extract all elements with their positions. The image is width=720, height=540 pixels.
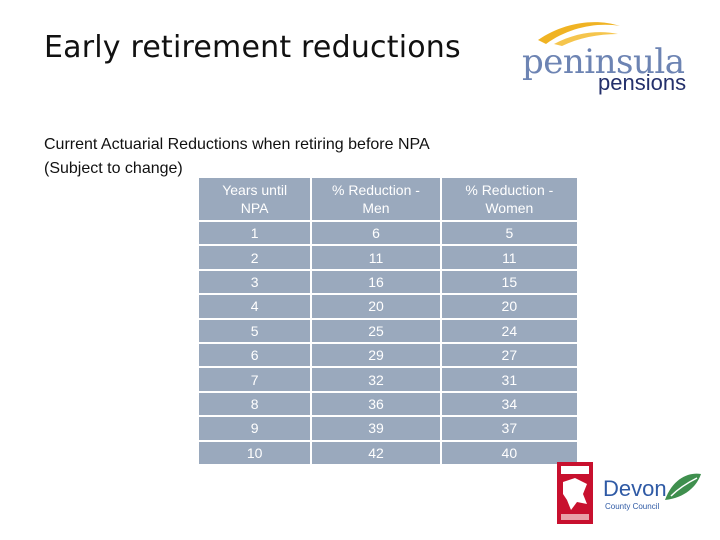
cell-men: 25 — [310, 317, 442, 344]
cell-women: 11 — [439, 244, 580, 271]
table-row: 6 29 27 — [196, 341, 580, 369]
table-row: 5 25 24 — [196, 317, 580, 344]
table-row: 3 16 15 — [196, 268, 580, 296]
swoosh-icon — [538, 22, 620, 46]
reductions-table: Years until NPA % Reduction - Men % Redu… — [196, 176, 580, 466]
cell-women: 37 — [439, 415, 580, 442]
page-title: Early retirement reductions — [44, 30, 461, 65]
cell-women: 20 — [439, 293, 580, 320]
cell-women: 5 — [439, 219, 580, 247]
cell-years: 7 — [196, 366, 313, 393]
peninsula-pensions-logo: peninsula pensions — [520, 18, 700, 98]
cell-years: 5 — [196, 317, 313, 344]
cell-women: 27 — [439, 341, 580, 369]
cell-years: 4 — [196, 293, 313, 320]
table-row: 8 36 34 — [196, 390, 580, 418]
cell-years: 8 — [196, 390, 313, 418]
cell-men: 20 — [310, 293, 442, 320]
table-row: 10 42 40 — [196, 439, 580, 466]
table-row: 7 32 31 — [196, 366, 580, 393]
cell-years: 10 — [196, 439, 313, 466]
table-row: 4 20 20 — [196, 293, 580, 320]
table-header-row: Years until NPA % Reduction - Men % Redu… — [196, 176, 580, 222]
table-row: 9 39 37 — [196, 415, 580, 442]
header-years-until-npa: Years until NPA — [196, 176, 313, 222]
county-council-text: County Council — [605, 502, 660, 511]
cell-men: 36 — [310, 390, 442, 418]
cell-years: 3 — [196, 268, 313, 296]
header-reduction-women: % Reduction - Women — [439, 176, 580, 222]
cell-men: 39 — [310, 415, 442, 442]
devon-shield-icon — [557, 462, 593, 524]
cell-men: 29 — [310, 341, 442, 369]
cell-men: 6 — [310, 219, 442, 247]
cell-years: 6 — [196, 341, 313, 369]
cell-years: 2 — [196, 244, 313, 271]
devon-text: Devon — [603, 476, 667, 501]
cell-women: 40 — [439, 439, 580, 466]
logo-pensions-text: pensions — [598, 70, 687, 95]
caption-line-1: Current Actuarial Reductions when retiri… — [44, 136, 430, 153]
cell-years: 1 — [196, 219, 313, 247]
caption-line-2: (Subject to change) — [44, 160, 183, 177]
cell-women: 24 — [439, 317, 580, 344]
cell-women: 15 — [439, 268, 580, 296]
cell-men: 32 — [310, 366, 442, 393]
cell-women: 34 — [439, 390, 580, 418]
cell-women: 31 — [439, 366, 580, 393]
leaf-icon — [665, 473, 701, 500]
cell-years: 9 — [196, 415, 313, 442]
logo-peninsula-text: peninsula — [522, 42, 685, 82]
table-caption: Current Actuarial Reductions when retiri… — [44, 133, 430, 181]
header-reduction-men: % Reduction - Men — [310, 176, 442, 222]
devon-county-council-logo: Devon County Council — [555, 460, 715, 530]
table-row: 2 11 11 — [196, 244, 580, 271]
cell-men: 11 — [310, 244, 442, 271]
cell-men: 42 — [310, 439, 442, 466]
cell-men: 16 — [310, 268, 442, 296]
